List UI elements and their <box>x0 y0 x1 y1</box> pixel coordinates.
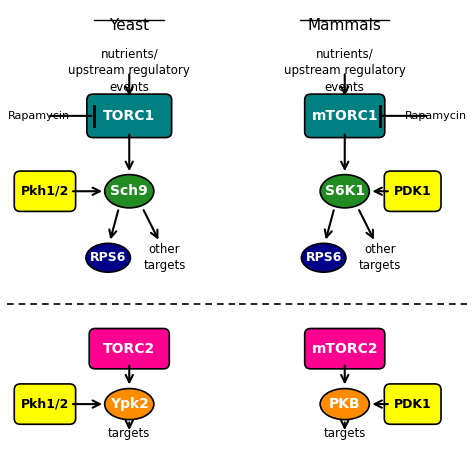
Text: nutrients/
upstream regulatory
events: nutrients/ upstream regulatory events <box>68 47 190 94</box>
FancyBboxPatch shape <box>89 329 169 369</box>
Ellipse shape <box>105 175 154 208</box>
Text: other
targets: other targets <box>359 243 401 272</box>
Ellipse shape <box>320 388 369 420</box>
FancyBboxPatch shape <box>14 171 76 211</box>
Text: targets: targets <box>324 427 366 440</box>
FancyBboxPatch shape <box>87 94 172 137</box>
Text: TORC1: TORC1 <box>103 109 155 123</box>
Ellipse shape <box>105 388 154 420</box>
FancyBboxPatch shape <box>384 384 441 424</box>
Text: RPS6: RPS6 <box>305 251 342 264</box>
Text: Ypk2: Ypk2 <box>110 397 149 411</box>
Text: PKB: PKB <box>329 397 361 411</box>
Text: mTORC1: mTORC1 <box>311 109 378 123</box>
Text: targets: targets <box>108 427 150 440</box>
Text: Pkh1/2: Pkh1/2 <box>21 185 69 198</box>
Text: S6K1: S6K1 <box>325 184 365 198</box>
Text: nutrients/
upstream regulatory
events: nutrients/ upstream regulatory events <box>284 47 406 94</box>
Ellipse shape <box>86 243 130 272</box>
Text: other
targets: other targets <box>143 243 186 272</box>
Text: Sch9: Sch9 <box>110 184 148 198</box>
Text: PDK1: PDK1 <box>394 398 431 410</box>
Text: Mammals: Mammals <box>308 18 382 33</box>
FancyBboxPatch shape <box>305 329 385 369</box>
Text: Yeast: Yeast <box>109 18 149 33</box>
Ellipse shape <box>301 243 346 272</box>
FancyBboxPatch shape <box>14 384 76 424</box>
Text: mTORC2: mTORC2 <box>311 342 378 356</box>
Text: RPS6: RPS6 <box>90 251 127 264</box>
Text: PDK1: PDK1 <box>394 185 431 198</box>
FancyBboxPatch shape <box>305 94 385 137</box>
Text: Rapamycin: Rapamycin <box>404 111 466 121</box>
Text: Rapamycin: Rapamycin <box>8 111 70 121</box>
Text: Pkh1/2: Pkh1/2 <box>21 398 69 410</box>
Text: TORC2: TORC2 <box>103 342 155 356</box>
FancyBboxPatch shape <box>384 171 441 211</box>
Ellipse shape <box>320 175 369 208</box>
